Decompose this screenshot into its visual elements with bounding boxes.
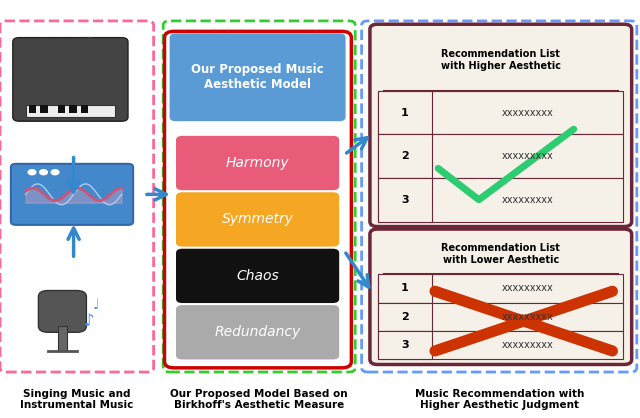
Text: Recommendation List
with Lower Aesthetic: Recommendation List with Lower Aesthetic xyxy=(442,243,560,265)
Text: xxxxxxxxx: xxxxxxxxx xyxy=(502,312,554,322)
Circle shape xyxy=(28,170,36,175)
Bar xyxy=(378,91,433,134)
Bar xyxy=(378,331,433,359)
Circle shape xyxy=(51,170,59,175)
Text: xxxxxxxxx: xxxxxxxxx xyxy=(502,151,554,161)
Text: xxxxxxxxx: xxxxxxxxx xyxy=(502,107,554,117)
Bar xyxy=(378,274,433,303)
Text: ♪: ♪ xyxy=(83,312,94,330)
Text: Our Proposed Music
Aesthetic Model: Our Proposed Music Aesthetic Model xyxy=(191,64,324,91)
Bar xyxy=(378,331,623,359)
FancyBboxPatch shape xyxy=(370,24,632,227)
Text: xxxxxxxxx: xxxxxxxxx xyxy=(502,283,554,293)
FancyBboxPatch shape xyxy=(176,249,339,303)
Text: Music Recommendation with
Higher Aesthetic Judgment: Music Recommendation with Higher Aesthet… xyxy=(415,389,584,410)
Text: 1: 1 xyxy=(401,283,408,293)
Bar xyxy=(58,326,67,351)
FancyBboxPatch shape xyxy=(11,164,133,225)
Bar xyxy=(69,105,77,113)
Bar xyxy=(378,274,623,303)
FancyBboxPatch shape xyxy=(38,291,86,332)
Text: Symmetry: Symmetry xyxy=(221,212,294,227)
FancyBboxPatch shape xyxy=(176,136,339,190)
Text: 2: 2 xyxy=(401,312,408,322)
Text: ♩: ♩ xyxy=(93,298,99,312)
Bar xyxy=(58,105,65,113)
Text: Singing Music and
Instrumental Music: Singing Music and Instrumental Music xyxy=(20,389,134,410)
FancyBboxPatch shape xyxy=(370,229,632,364)
Bar xyxy=(26,104,115,117)
Bar xyxy=(378,178,433,222)
Text: Redundancy: Redundancy xyxy=(214,325,301,339)
Text: 3: 3 xyxy=(401,195,408,205)
Text: Harmony: Harmony xyxy=(226,156,289,170)
Bar xyxy=(378,303,433,331)
FancyBboxPatch shape xyxy=(164,31,351,368)
Text: ♪: ♪ xyxy=(106,46,115,59)
FancyBboxPatch shape xyxy=(176,192,339,247)
Bar xyxy=(81,105,88,113)
Text: Our Proposed Model Based on
Birkhoff's Aesthetic Measure: Our Proposed Model Based on Birkhoff's A… xyxy=(170,389,348,410)
Text: xxxxxxxxx: xxxxxxxxx xyxy=(502,195,554,205)
Bar xyxy=(378,134,623,178)
Text: ♫: ♫ xyxy=(83,36,92,46)
Text: 2: 2 xyxy=(401,151,408,161)
Bar xyxy=(378,91,623,134)
FancyBboxPatch shape xyxy=(170,33,346,121)
Bar xyxy=(378,303,623,331)
Text: Recommendation List
with Higher Aesthetic: Recommendation List with Higher Aestheti… xyxy=(441,49,561,71)
Bar xyxy=(378,178,623,222)
FancyBboxPatch shape xyxy=(379,236,623,274)
Bar xyxy=(29,105,36,113)
Text: xxxxxxxxx: xxxxxxxxx xyxy=(502,340,554,350)
Text: 1: 1 xyxy=(401,107,408,117)
FancyBboxPatch shape xyxy=(13,38,128,121)
Circle shape xyxy=(40,170,47,175)
FancyBboxPatch shape xyxy=(379,31,623,91)
Text: Chaos: Chaos xyxy=(236,269,279,283)
FancyBboxPatch shape xyxy=(176,305,339,359)
Bar xyxy=(378,134,433,178)
Text: 3: 3 xyxy=(401,340,408,350)
Bar xyxy=(40,105,48,113)
